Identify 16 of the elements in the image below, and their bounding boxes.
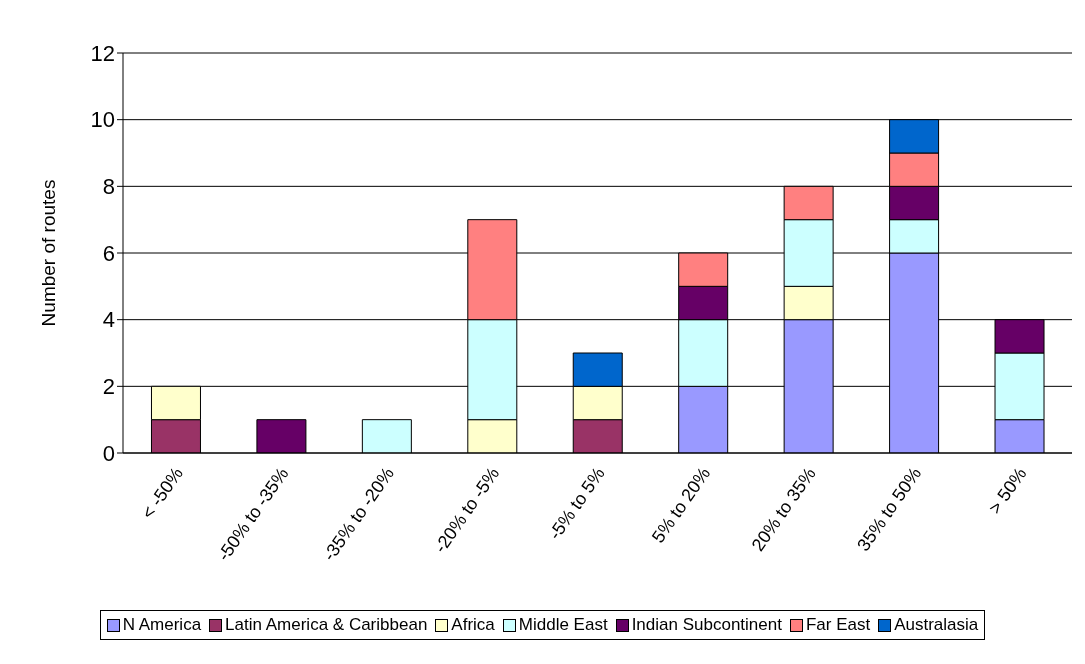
legend-label: Middle East xyxy=(518,615,608,635)
y-tick-label: 8 xyxy=(102,174,115,200)
legend-label: Indian Subcontinent xyxy=(631,615,782,635)
y-tick-label: 6 xyxy=(102,240,115,266)
y-tick-label: 0 xyxy=(102,440,115,466)
legend-label: Africa xyxy=(451,615,495,635)
y-axis-title: Number of routes xyxy=(37,179,59,327)
y-tick-label: 10 xyxy=(90,107,115,133)
legend-label: Far East xyxy=(805,615,871,635)
y-tick-label: 12 xyxy=(90,40,115,66)
legend-label: Latin America & Caribbean xyxy=(225,615,428,635)
y-tick-label: 4 xyxy=(102,307,115,333)
legend-label: N America xyxy=(122,615,202,635)
y-tick-label: 2 xyxy=(102,374,115,400)
x-tick-label: -5% to 5% xyxy=(544,463,609,544)
legend-label: Australasia xyxy=(894,615,979,635)
